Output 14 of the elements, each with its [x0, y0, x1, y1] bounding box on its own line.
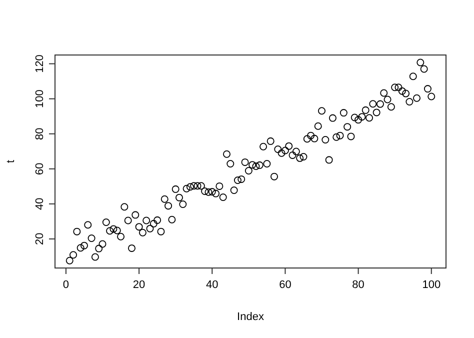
x-tick-label: 40 — [206, 279, 218, 291]
x-tick-label: 80 — [352, 279, 364, 291]
y-tick-label: 60 — [34, 162, 46, 175]
y-tick-label: 40 — [34, 198, 46, 210]
y-axis-title: t — [5, 160, 17, 164]
y-tick-label: 100 — [34, 90, 46, 108]
y-tick-label: 120 — [34, 54, 46, 73]
x-tick-label: 20 — [132, 279, 146, 291]
y-tick-label: 20 — [34, 232, 46, 246]
x-tick-label: 60 — [279, 279, 292, 291]
x-tick-label: 0 — [62, 279, 70, 291]
x-tick-label: 100 — [422, 279, 441, 291]
x-axis-title: Index — [237, 311, 264, 323]
y-tick-label: 80 — [34, 128, 46, 140]
